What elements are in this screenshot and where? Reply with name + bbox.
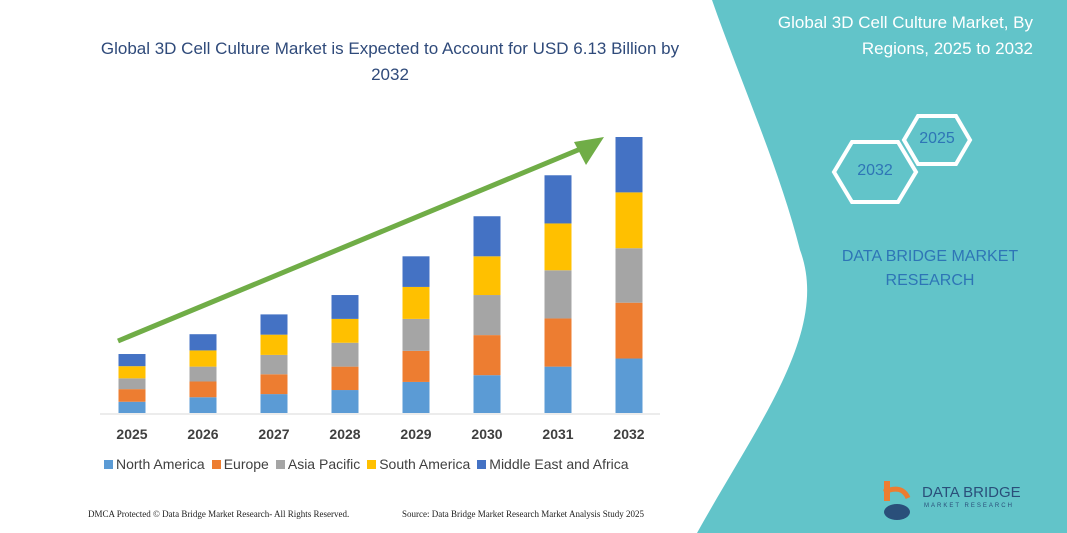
bar-segment-2025-0 — [118, 401, 146, 413]
bar-segment-2031-4 — [544, 175, 572, 224]
legend-label: Europe — [223, 456, 269, 472]
x-tick-label: 2029 — [400, 426, 432, 442]
bar-segment-2025-3 — [118, 366, 146, 379]
legend-item: North America — [104, 456, 205, 472]
bar-segment-2032-1 — [615, 302, 643, 359]
x-tick-label: 2030 — [471, 426, 503, 442]
source-text: Source: Data Bridge Market Research Mark… — [402, 509, 644, 519]
bar-segment-2030-4 — [473, 216, 501, 257]
bar-segment-2029-1 — [402, 350, 430, 382]
legend-label: Asia Pacific — [287, 456, 361, 472]
x-tick-label: 2032 — [613, 426, 645, 442]
bar-segment-2029-3 — [402, 286, 430, 319]
legend-label: Middle East and Africa — [489, 456, 629, 472]
hexagon-2025 — [901, 114, 973, 166]
bar-segment-2029-0 — [402, 381, 430, 413]
hex-label-2032: 2032 — [857, 162, 893, 179]
legend: North America Europe Asia Pacific South … — [104, 456, 629, 472]
bar-segment-2029-4 — [402, 256, 430, 287]
bar-segment-2028-4 — [331, 295, 359, 319]
bar-segment-2031-0 — [544, 366, 572, 413]
bar-segment-2028-0 — [331, 390, 359, 413]
bar-segment-2028-2 — [331, 342, 359, 367]
logo-icon — [882, 481, 911, 520]
bar-segment-2026-0 — [189, 397, 217, 413]
x-tick-label: 2028 — [329, 426, 361, 442]
bar-segment-2030-3 — [473, 256, 501, 296]
trend-arrow — [117, 137, 604, 344]
bar-segment-2026-2 — [189, 366, 217, 382]
x-tick-label: 2031 — [542, 426, 574, 442]
bar-segment-2025-2 — [118, 378, 146, 390]
legend-swatch — [477, 459, 487, 469]
brand-text: DATA BRIDGE MARKET RESEARCH — [841, 248, 1019, 289]
legend-swatch — [211, 459, 221, 469]
bar-segment-2032-2 — [615, 248, 643, 303]
copyright-text: DMCA Protected © Data Bridge Market Rese… — [88, 509, 350, 519]
side-panel — [697, 0, 1067, 533]
legend-item: Asia Pacific — [275, 456, 361, 472]
bar-segment-2032-4 — [615, 137, 643, 193]
bar-segment-2026-4 — [189, 334, 217, 351]
bar-segment-2027-3 — [260, 334, 288, 355]
bar-segment-2027-0 — [260, 394, 288, 413]
bar-segment-2032-0 — [615, 358, 643, 413]
legend-swatch — [275, 459, 285, 469]
bar-segment-2027-4 — [260, 314, 288, 335]
x-tick-label: 2027 — [258, 426, 290, 442]
bar-segment-2025-4 — [118, 354, 146, 367]
bar-segment-2027-1 — [260, 374, 288, 395]
legend-item: Middle East and Africa — [477, 456, 629, 472]
bar-segment-2030-1 — [473, 335, 501, 376]
legend-swatch — [367, 459, 377, 469]
legend-item: Europe — [211, 456, 269, 472]
hex-label-2025: 2025 — [919, 130, 955, 147]
logo-subtext: MARKET RESEARCH — [924, 503, 1014, 509]
bar-segment-2028-1 — [331, 366, 359, 391]
x-tick-label: 2026 — [187, 426, 219, 442]
legend-swatch — [104, 459, 113, 469]
bar-segment-2030-0 — [473, 375, 501, 413]
bar-segment-2027-2 — [260, 354, 288, 375]
bar-segment-2032-3 — [615, 192, 643, 249]
bar-segment-2031-2 — [544, 270, 572, 319]
bars — [118, 137, 643, 413]
x-tick-label: 2025 — [116, 426, 148, 442]
bar-segment-2028-3 — [331, 318, 359, 343]
bar-segment-2025-1 — [118, 389, 146, 402]
bar-segment-2026-3 — [189, 350, 217, 367]
bar-segment-2029-2 — [402, 318, 430, 351]
bar-segment-2031-3 — [544, 223, 572, 271]
chart-title: Global 3D Cell Culture Market is Expecte… — [100, 39, 680, 84]
bar-segment-2026-1 — [189, 381, 217, 398]
side-title: Global 3D Cell Culture Market, By Region… — [777, 13, 1033, 58]
legend-item: South America — [367, 456, 470, 472]
hexagon-2032 — [831, 140, 919, 204]
legend-label: North America — [116, 456, 205, 472]
bar-segment-2031-1 — [544, 318, 572, 367]
logo-text: DATA BRIDGE — [922, 484, 1021, 501]
legend-label: South America — [379, 456, 471, 472]
bar-segment-2030-2 — [473, 295, 501, 336]
